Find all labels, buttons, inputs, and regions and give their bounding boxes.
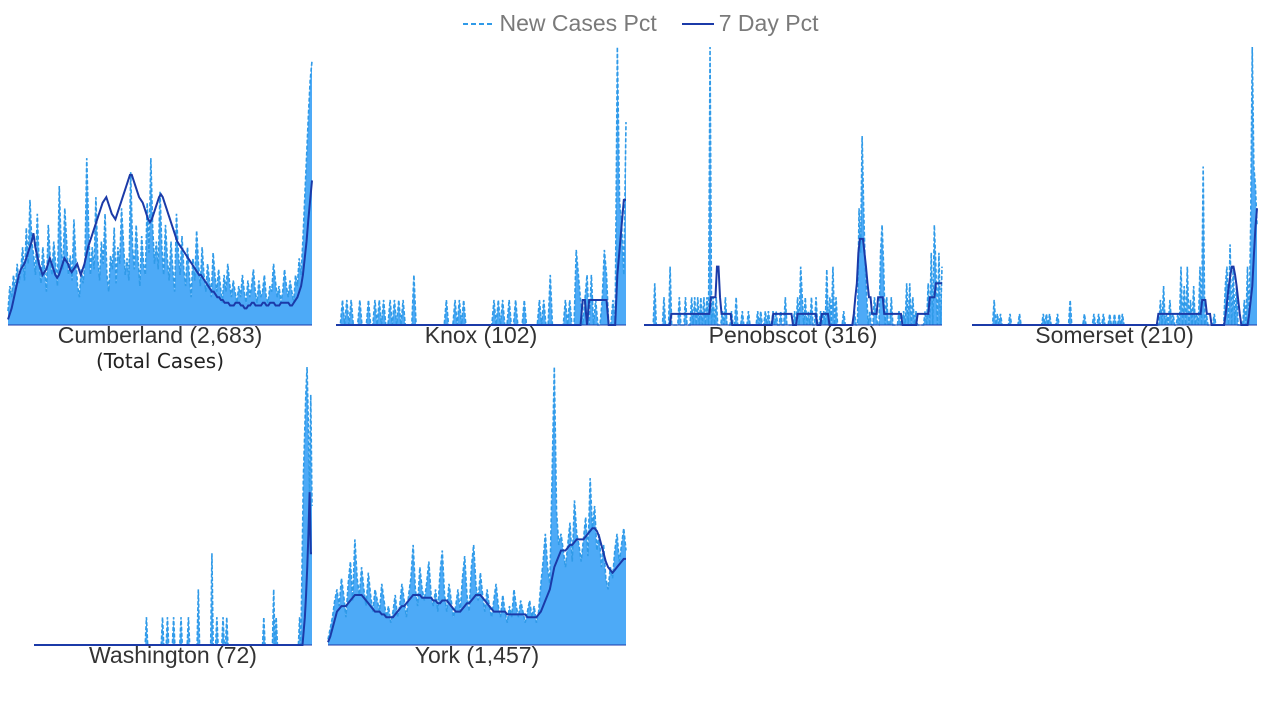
panel-title: York (1,457) (414, 642, 540, 668)
chart-plot (34, 366, 313, 646)
seven-day-line (644, 237, 942, 326)
chart-plot (327, 366, 627, 646)
legend-swatch-dashed (462, 22, 495, 25)
new-cases-area (336, 47, 626, 325)
chart-panel-penobscot: Penobscot (316) (644, 45, 943, 355)
panel-title: Penobscot (316) (708, 322, 878, 348)
chart-plot (972, 46, 1258, 326)
new-cases-line (7, 60, 313, 312)
new-cases-area (972, 47, 1257, 325)
panel-title: Washington (72) (89, 642, 257, 668)
legend-item-new-cases: New Cases Pct (462, 10, 657, 37)
new-cases-area (328, 367, 626, 645)
panel-subtitle: (Total Cases) (95, 349, 225, 373)
new-cases-line (972, 46, 1258, 326)
seven-day-line (7, 173, 313, 320)
chart-panel-washington: Washington (72) (34, 365, 313, 675)
legend-swatch-solid (681, 22, 714, 25)
chart-plot (7, 60, 313, 326)
new-cases-line (34, 366, 313, 646)
new-cases-area (644, 47, 942, 325)
chart-panel-somerset: Somerset (210) (972, 45, 1258, 355)
new-cases-line (644, 46, 943, 326)
legend-label-new-cases: New Cases Pct (499, 10, 657, 36)
chart-legend: New Cases Pct 7 Day Pct (0, 10, 1280, 37)
new-cases-line (336, 46, 627, 326)
panel-title: Knox (102) (424, 322, 538, 348)
chart-plot (644, 46, 943, 326)
new-cases-area (34, 367, 312, 645)
chart-panel-york: York (1,457) (327, 365, 627, 675)
legend-label-seven-day: 7 Day Pct (718, 10, 819, 36)
seven-day-line (327, 527, 626, 643)
panel-title: Somerset (210) (1035, 322, 1194, 348)
panel-title: Cumberland (2,683) (57, 322, 263, 348)
chart-plot (336, 46, 627, 326)
chart-panel-cumberland: Cumberland (2,683) (Total Cases) (7, 45, 313, 375)
legend-item-seven-day: 7 Day Pct (681, 10, 819, 37)
chart-panel-knox: Knox (102) (336, 45, 627, 355)
seven-day-line (972, 208, 1258, 326)
